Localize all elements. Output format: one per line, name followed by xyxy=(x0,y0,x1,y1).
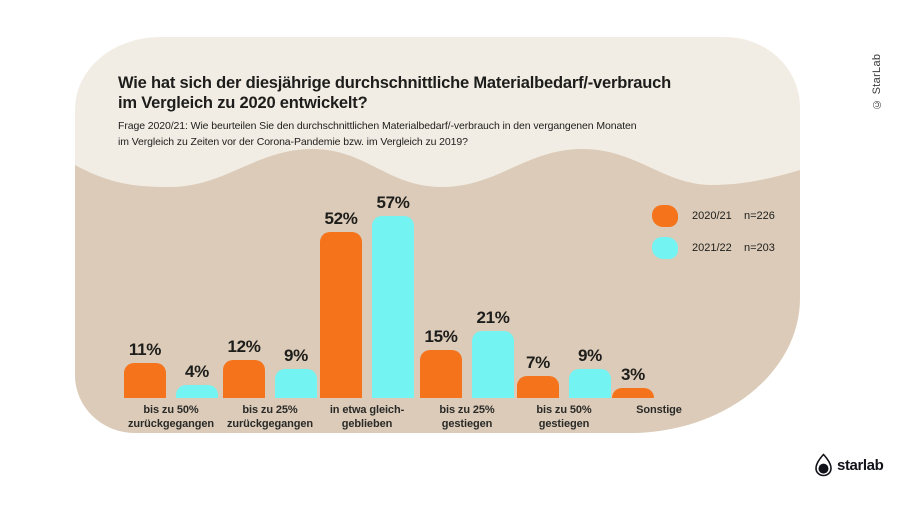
bar-2020/21-6 xyxy=(612,388,654,398)
bar-2020/21-2 xyxy=(223,360,265,398)
category-label: bis zu 25% zurückgegangen xyxy=(226,404,313,431)
brand-logo: starlab xyxy=(814,453,884,477)
chart-title: Wie hat sich der diesjährige durchschnit… xyxy=(118,74,672,113)
bar-value-label: 3% xyxy=(621,365,645,384)
bar-2021/22-2 xyxy=(275,369,317,398)
bar-2021/22-3 xyxy=(372,216,414,398)
bar-value-label: 15% xyxy=(424,327,458,346)
bar-chart: 11% 4% bis zu 50% zurückgegangen 12% 9% bis z… xyxy=(75,37,800,433)
bar-2020/21-3 xyxy=(320,232,362,398)
category-label: bis zu 25% gestiegen xyxy=(439,404,495,431)
bar-2020/21-1 xyxy=(124,363,166,398)
bar-2020/21-5 xyxy=(517,376,559,398)
bar-value-label: 12% xyxy=(227,337,261,356)
bar-value-label: 57% xyxy=(376,193,410,212)
category-label: in etwa gleich- geblieben xyxy=(329,404,405,431)
bar-group: 12% 9% xyxy=(223,98,317,398)
bar-value-label: 21% xyxy=(476,308,510,327)
legend-item-2020: 2020/21 n=226 xyxy=(652,204,775,227)
category-label: bis zu 50% gestiegen xyxy=(536,404,592,431)
legend-label: 2020/21 xyxy=(692,209,732,222)
droplet-icon xyxy=(815,453,832,477)
bar-group: 3% xyxy=(612,98,706,398)
bar-group: 52% 57% xyxy=(320,98,414,398)
bar-2021/22-5 xyxy=(569,369,611,398)
bar-2021/22-1 xyxy=(176,385,218,398)
legend-item-2021: 2021/22 n=203 xyxy=(652,236,775,259)
bar-value-label: 11% xyxy=(128,340,162,359)
legend-label: 2021/22 xyxy=(692,241,732,254)
brand-wordmark: starlab xyxy=(837,456,884,474)
legend-sample-size: n=226 xyxy=(744,209,775,222)
chart-card: Wie hat sich der diesjährige durchschnit… xyxy=(75,37,800,433)
bar-value-label: 9% xyxy=(578,346,602,365)
chart-subtitle: Frage 2020/21: Wie beurteilen Sie den du… xyxy=(118,120,637,149)
bar-group: 15% 21% xyxy=(420,98,514,398)
bar-2020/21-4 xyxy=(420,350,462,398)
vertical-copyright: © StarLab xyxy=(871,53,883,110)
legend-swatch-2021-icon xyxy=(652,236,678,259)
bar-group: 7% 9% xyxy=(517,98,611,398)
bar-2021/22-4 xyxy=(472,331,514,398)
bar-value-label: 9% xyxy=(284,346,308,365)
category-label: Sonstige xyxy=(636,404,682,416)
legend: 2020/21 n=226 2021/22 n=203 xyxy=(652,204,775,259)
legend-swatch-2020-icon xyxy=(652,204,678,227)
bar-value-label: 4% xyxy=(185,362,209,381)
bar-value-label: 52% xyxy=(324,209,358,228)
legend-sample-size: n=203 xyxy=(744,241,775,254)
bar-value-label: 7% xyxy=(526,353,550,372)
bar-group: 11% 4% xyxy=(124,98,218,398)
category-label: bis zu 50% zurückgegangen xyxy=(127,404,214,431)
